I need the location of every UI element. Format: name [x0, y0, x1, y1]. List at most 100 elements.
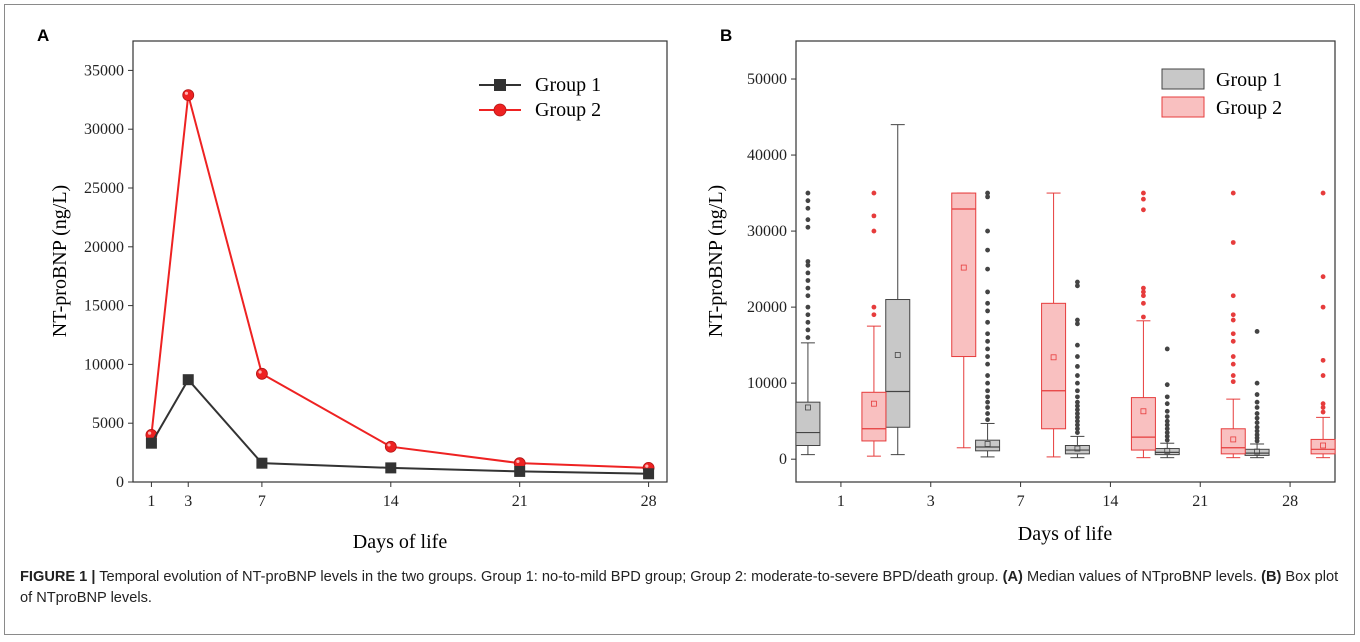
b-outlier-point	[1141, 190, 1146, 196]
b-box-group-2-day-28	[1310, 190, 1336, 459]
b-outlier-point	[805, 190, 811, 196]
a-x-tick-label: 21	[512, 493, 528, 510]
b-mean-marker	[894, 352, 901, 358]
b-outlier-point	[1075, 388, 1080, 394]
b-box-iqr	[861, 391, 887, 442]
b-outlier-point	[1254, 380, 1260, 386]
b-outlier-point	[1230, 361, 1236, 367]
b-outlier-point	[1141, 289, 1146, 295]
b-outlier-point	[805, 285, 811, 291]
b-outlier-point	[1075, 354, 1080, 359]
a-point-highlight	[387, 443, 391, 447]
b-outlier-point	[1320, 405, 1326, 410]
b-box-iqr	[1220, 428, 1246, 455]
b-outlier-point	[805, 312, 811, 318]
b-outlier-point	[985, 308, 990, 314]
b-mean-marker	[1164, 447, 1171, 454]
b-y-tick-label: 30000	[747, 223, 787, 240]
b-outlier-point	[1075, 414, 1080, 420]
b-outlier-point	[1254, 424, 1260, 430]
b-outlier-point	[871, 190, 877, 196]
b-outlier-point	[1075, 394, 1080, 400]
b-outlier-point	[1230, 331, 1236, 337]
b-outlier-point	[1164, 414, 1170, 420]
b-outlier-point	[985, 319, 990, 325]
a-y-tick-label: 0	[116, 474, 124, 491]
a-point-group-1	[385, 462, 397, 474]
a-point-group-1	[145, 437, 157, 449]
caption-part-a: (A)	[1002, 569, 1023, 585]
b-outlier-point	[1254, 432, 1260, 438]
b-box-group-1-day-28	[1244, 329, 1270, 459]
panel-a-letter: A	[37, 26, 49, 45]
b-outlier-point	[985, 411, 990, 416]
b-outlier-point	[1254, 392, 1260, 397]
b-outlier-point	[1075, 380, 1080, 386]
b-outlier-point	[985, 388, 990, 394]
panel-a-plot-area	[132, 40, 668, 483]
b-outlier-point	[1075, 411, 1080, 416]
a-x-tick-label: 1	[147, 493, 155, 510]
b-outlier-point	[1075, 422, 1080, 428]
b-outlier-point	[1230, 293, 1236, 299]
b-outlier-point	[871, 213, 877, 219]
b-outlier-point	[1075, 430, 1080, 435]
b-outlier-point	[1230, 354, 1236, 359]
b-box-group-1-day-21	[1154, 346, 1180, 459]
b-outlier-point	[805, 270, 811, 276]
b-outlier-point	[1075, 418, 1080, 424]
panel-b-legend: Group 1 Group 2	[1161, 68, 1282, 119]
panel-a-legend: Group 1 Group 2	[479, 74, 601, 121]
legend-group-1-label: Group 1	[535, 74, 601, 96]
b-outlier-point	[805, 262, 811, 268]
b-y-tick-label: 50000	[747, 71, 787, 88]
b-outlier-point	[1075, 364, 1080, 369]
panel-b-y-axis-label: NT-proBNP (ng/L)	[705, 185, 727, 337]
b-outlier-point	[805, 259, 811, 264]
b-mean-marker	[984, 441, 991, 447]
caption-part-b: (B)	[1261, 569, 1282, 585]
b-outlier-point	[805, 205, 811, 211]
panel-a-series	[145, 89, 655, 480]
b-outlier-point	[805, 278, 811, 283]
b-outlier-point	[1141, 293, 1146, 299]
b-outlier-point	[805, 319, 811, 325]
b-outlier-point	[985, 399, 990, 405]
b-outlier-point	[985, 300, 990, 306]
b-outlier-point	[1254, 329, 1260, 334]
a-y-tick-label: 35000	[84, 62, 124, 79]
b-box-group-1-day-7	[975, 190, 1001, 458]
a-x-tick-label: 28	[641, 493, 657, 510]
a-point-group-1	[514, 465, 526, 477]
b-outlier-point	[1075, 399, 1080, 405]
b-outlier-point	[985, 331, 990, 337]
b-outlier-point	[1164, 382, 1170, 388]
b-box-iqr	[951, 192, 977, 358]
panel-b-boxes	[795, 124, 1336, 459]
b-outlier-point	[871, 228, 877, 234]
b-outlier-point	[1254, 428, 1260, 434]
b-outlier-point	[805, 217, 811, 223]
b-mean-marker	[1050, 354, 1057, 361]
b-box-group-2-day-7	[1041, 192, 1067, 458]
b-outlier-point	[985, 190, 990, 196]
b-outlier-point	[805, 198, 811, 204]
b-outlier-point	[1141, 207, 1146, 213]
b-outlier-point	[1164, 422, 1170, 428]
b-x-tick-label: 7	[1017, 493, 1025, 510]
a-point-highlight	[645, 464, 649, 468]
b-outlier-point	[985, 194, 990, 200]
panel-b-letter: B	[720, 26, 732, 45]
b-outlier-point	[985, 289, 990, 295]
panel-b-y-ticks: 0 10000 20000 30000 40000 50000	[747, 71, 796, 468]
legend-b-group-2-swatch	[1161, 96, 1205, 118]
b-box-group-1-day-1	[795, 190, 821, 456]
caption-text-2: Median values of NTproBNP levels.	[1022, 569, 1262, 585]
b-mean-marker	[1074, 445, 1081, 452]
b-mean-marker	[960, 264, 967, 271]
b-outlier-point	[1075, 403, 1080, 409]
b-outlier-point	[805, 304, 811, 310]
b-box-group-2-day-21	[1220, 190, 1246, 459]
b-outlier-point	[805, 335, 811, 340]
b-outlier-point	[1230, 317, 1236, 323]
